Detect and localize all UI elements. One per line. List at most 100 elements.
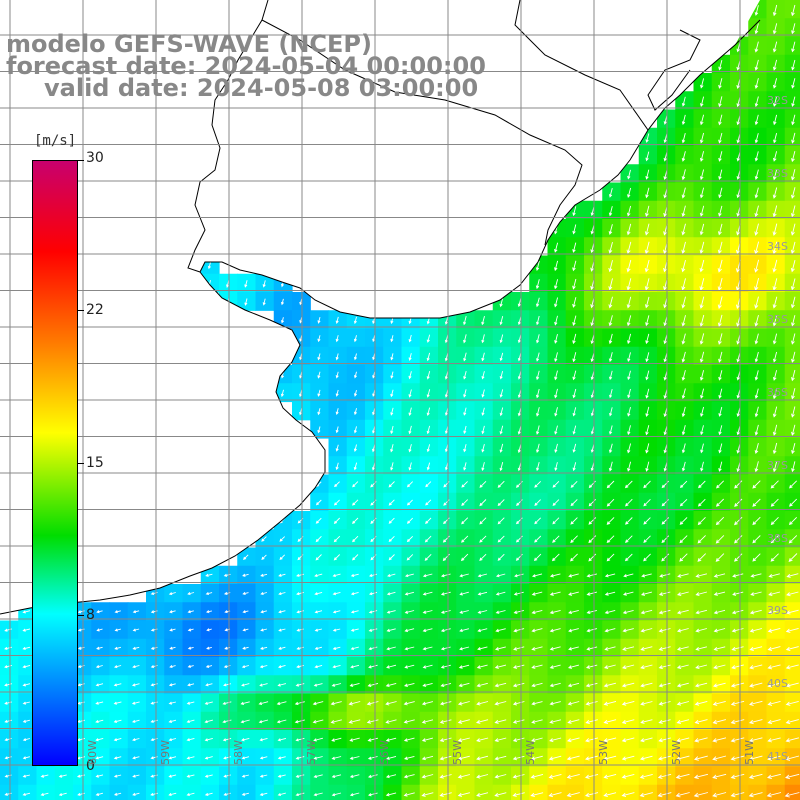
lat-label: 36S xyxy=(767,386,788,399)
wind-speed-cell xyxy=(784,328,800,348)
wind-arrow xyxy=(114,646,122,650)
wind-speed-cell xyxy=(784,474,800,494)
wind-arrow xyxy=(535,370,540,381)
wind-arrow xyxy=(730,773,745,780)
wind-arrow xyxy=(495,573,506,578)
wind-speed-cell xyxy=(638,784,658,800)
wind-arrow xyxy=(425,499,432,506)
wind-speed-cell xyxy=(0,784,19,800)
wind-arrow xyxy=(585,737,599,743)
wind-arrow xyxy=(625,535,633,543)
wind-arrow xyxy=(408,371,412,380)
wind-arrow xyxy=(572,462,577,472)
wind-arrow xyxy=(372,335,376,343)
wind-arrow xyxy=(22,738,31,742)
wind-arrow xyxy=(700,443,704,454)
wind-speed-cell xyxy=(784,492,800,512)
wind-arrow xyxy=(95,737,104,742)
wind-arrow xyxy=(494,682,507,688)
lat-label: 39S xyxy=(767,604,788,617)
wind-arrow xyxy=(459,628,470,633)
wind-arrow xyxy=(317,389,321,397)
wind-arrow xyxy=(497,535,505,543)
wind-arrow xyxy=(566,773,580,779)
wind-speed-cell xyxy=(784,401,800,421)
wind-arrow xyxy=(748,773,763,779)
wind-arrow xyxy=(205,573,213,577)
wind-arrow xyxy=(390,371,394,379)
wind-arrow xyxy=(694,737,708,743)
wind-arrow xyxy=(277,774,286,778)
wind-arrow xyxy=(296,646,304,650)
wind-arrow xyxy=(768,591,781,597)
wind-arrow xyxy=(348,719,361,724)
wind-arrow xyxy=(186,756,195,760)
wind-arrow xyxy=(131,683,140,687)
wind-arrow xyxy=(497,499,505,507)
wind-arrow xyxy=(717,296,723,310)
wind-arrow xyxy=(608,260,613,273)
wind-arrow xyxy=(95,756,104,760)
wind-arrow xyxy=(626,296,632,309)
wind-arrow xyxy=(332,628,341,632)
wind-arrow xyxy=(278,664,286,669)
wind-speed-cell xyxy=(292,784,311,800)
wind-arrow xyxy=(791,461,796,473)
wind-arrow xyxy=(731,646,744,651)
wind-arrow xyxy=(748,755,763,761)
wind-arrow xyxy=(568,646,579,651)
wind-arrow xyxy=(586,609,598,615)
wind-arrow xyxy=(439,737,452,743)
wind-arrow xyxy=(22,719,31,723)
wind-arrow xyxy=(772,351,778,363)
wind-arrow xyxy=(335,335,339,343)
wind-arrow xyxy=(767,755,781,761)
wind-arrow xyxy=(658,646,671,651)
wind-arrow xyxy=(22,701,31,705)
wind-arrow xyxy=(718,388,723,399)
wind-arrow xyxy=(572,388,577,399)
wind-arrow xyxy=(554,297,559,308)
wind-arrow xyxy=(243,554,249,560)
wind-speed-cell xyxy=(91,784,111,800)
wind-arrow xyxy=(679,498,688,507)
wind-arrow xyxy=(791,41,796,53)
wind-arrow xyxy=(386,610,396,614)
border-line xyxy=(187,0,269,273)
wind-arrow xyxy=(718,96,723,108)
wind-arrow xyxy=(241,756,250,760)
wind-arrow xyxy=(276,719,287,724)
wind-arrow xyxy=(788,516,798,526)
wind-arrow xyxy=(588,535,597,544)
wind-arrow xyxy=(404,573,414,578)
wind-arrow xyxy=(754,151,759,162)
wind-arrow xyxy=(712,773,727,780)
wind-arrow xyxy=(675,773,690,780)
title-valid-date: valid date: 2024-05-08 03:00:00 xyxy=(44,74,479,102)
wind-arrow xyxy=(641,573,652,578)
wind-arrow xyxy=(280,389,284,398)
wind-arrow xyxy=(552,499,560,506)
wind-arrow xyxy=(349,737,360,742)
lon-label: 58W xyxy=(232,740,245,765)
wind-arrow xyxy=(317,426,321,434)
wind-arrow xyxy=(497,517,505,525)
wind-arrow xyxy=(554,388,558,399)
wind-speed-cell xyxy=(438,784,457,800)
wind-arrow xyxy=(717,241,723,255)
wind-arrow xyxy=(681,223,686,236)
wind-arrow xyxy=(367,682,379,688)
wind-arrow xyxy=(699,205,705,217)
wind-arrow xyxy=(440,682,452,688)
wind-arrow xyxy=(552,535,560,543)
wind-arrow xyxy=(534,480,542,488)
wind-arrow xyxy=(554,352,558,362)
wind-arrow xyxy=(749,664,763,670)
wind-arrow xyxy=(681,443,686,454)
wind-arrow xyxy=(699,259,705,273)
wind-arrow xyxy=(96,646,103,650)
wind-arrow xyxy=(772,223,778,236)
wind-arrow xyxy=(698,480,706,489)
wind-arrow xyxy=(790,278,796,291)
wind-arrow xyxy=(296,573,305,577)
